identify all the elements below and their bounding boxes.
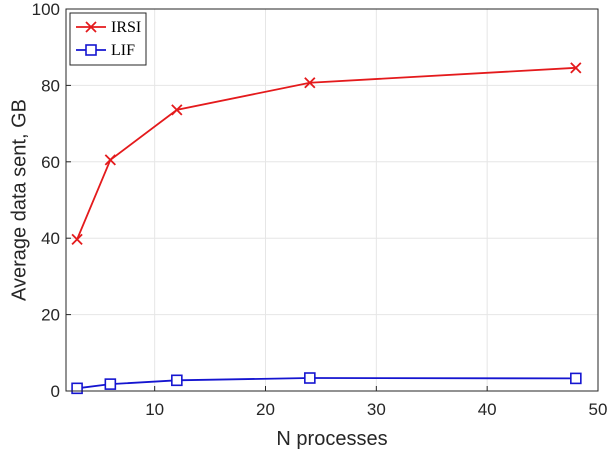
y-tick-label: 40: [41, 229, 60, 248]
data-point-lif: [171, 374, 183, 387]
y-tick-label: 20: [41, 306, 60, 325]
legend-label-lif: LIF: [111, 42, 135, 59]
legend-label-irsi: IRSI: [111, 19, 141, 36]
data-point-lif: [71, 382, 83, 395]
data-point-irsi: [71, 233, 83, 245]
legend: IRSI LIF: [69, 12, 147, 66]
y-tick-label: 100: [32, 0, 60, 19]
data-point-irsi: [171, 104, 183, 116]
data-point-irsi: [570, 62, 582, 74]
legend-box: [69, 12, 147, 66]
ticks: 10 20 30 40 50 0 20 40 60 80 100: [32, 0, 608, 419]
data-point-lif: [570, 372, 582, 385]
y-tick-label: 0: [51, 382, 60, 401]
data-point-irsi: [104, 154, 116, 166]
y-tick-label: 80: [41, 76, 60, 95]
y-axis-label: Average data sent, GB: [8, 99, 30, 301]
x-tick-label: 40: [478, 400, 497, 419]
data-point-lif: [104, 378, 117, 390]
data-point-lif: [304, 372, 316, 384]
x-tick-label: 20: [256, 400, 275, 419]
legend-marker-irsi: [85, 21, 97, 33]
x-tick-label: 10: [145, 400, 164, 419]
y-tick-label: 60: [41, 153, 60, 172]
legend-marker-lif: [85, 44, 97, 56]
x-tick-label: 30: [367, 400, 386, 419]
plot-frame: [65, 8, 599, 392]
data-point-irsi: [304, 77, 316, 89]
x-tick-label: 50: [589, 400, 608, 419]
x-axis-label: N processes: [276, 428, 387, 450]
series-layer: [71, 62, 582, 395]
